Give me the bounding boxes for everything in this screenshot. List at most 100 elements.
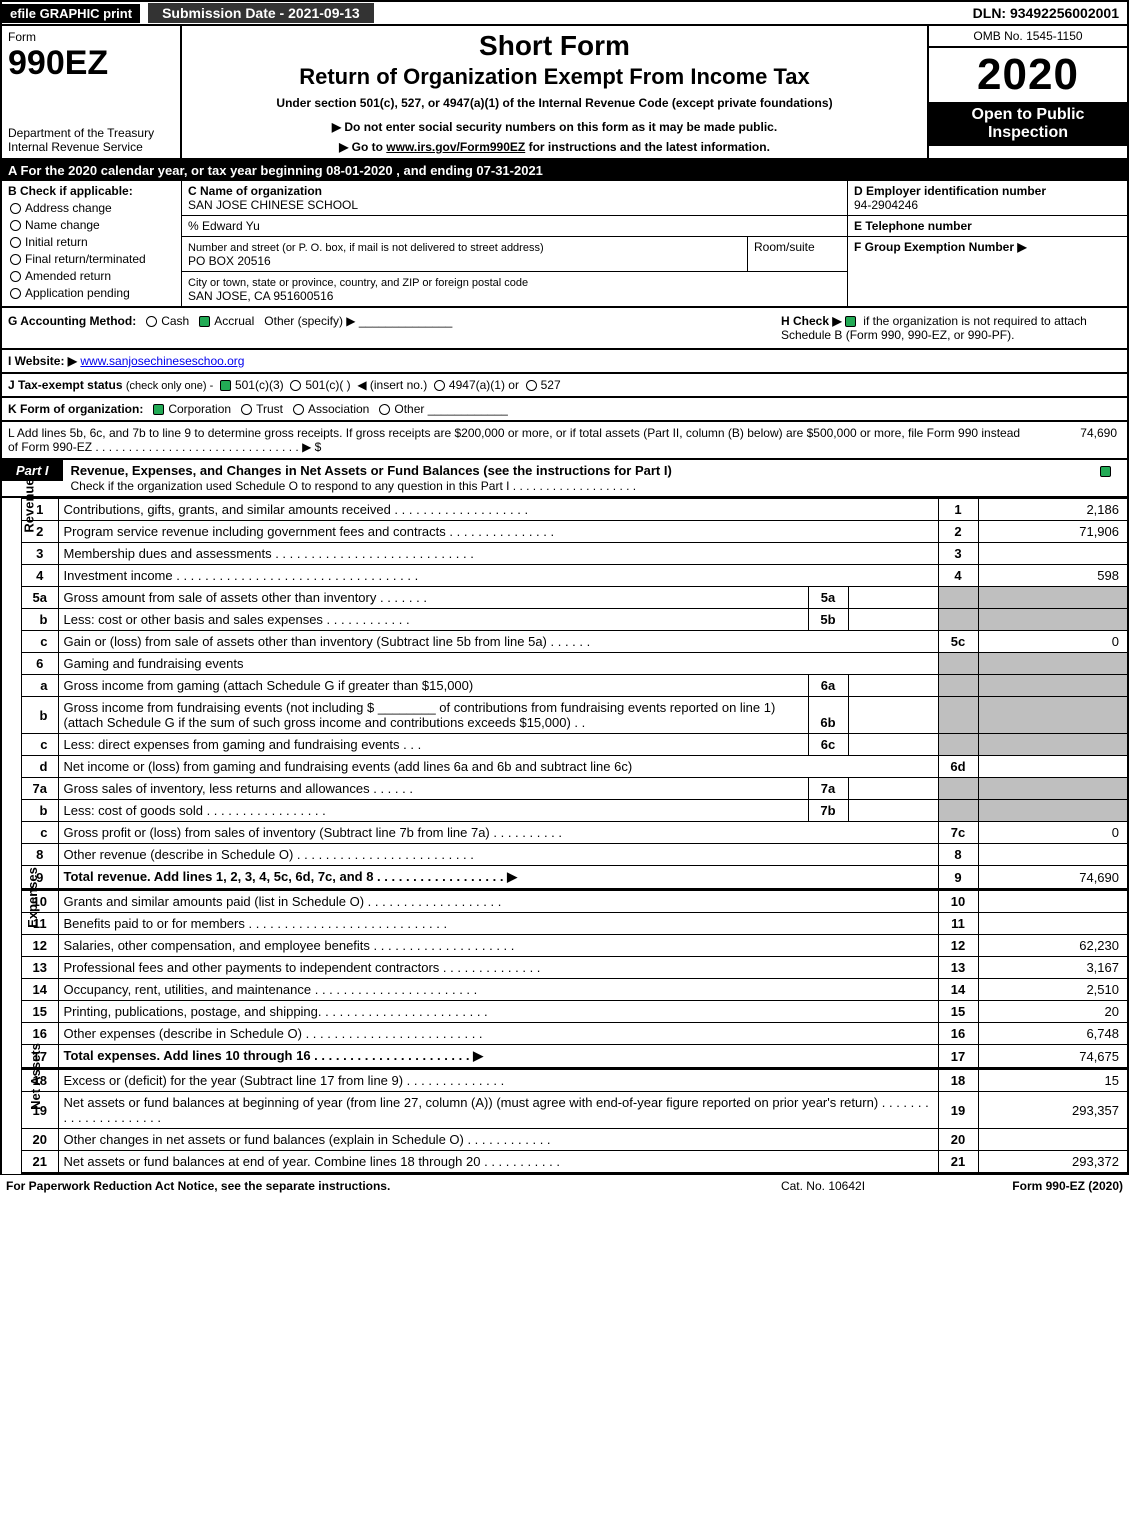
line-ref-grey — [938, 653, 978, 675]
line-desc: Investment income . . . . . . . . . . . … — [58, 565, 938, 587]
footer-left: For Paperwork Reduction Act Notice, see … — [6, 1179, 723, 1193]
checkbox-checked-icon[interactable] — [153, 404, 164, 415]
group-exemption-row: F Group Exemption Number ▶ — [848, 237, 1127, 257]
section-gh: G Accounting Method: Cash Accrual Other … — [0, 308, 1129, 350]
line-ref: 17 — [938, 1045, 978, 1069]
mini-val — [848, 609, 938, 631]
radio-icon[interactable] — [146, 316, 157, 327]
line-ref: 4 — [938, 565, 978, 587]
line-amount-grey — [978, 800, 1128, 822]
line-8: 8Other revenue (describe in Schedule O) … — [22, 844, 1128, 866]
line-amount — [978, 891, 1128, 913]
footer-right: Form 990-EZ (2020) — [923, 1179, 1123, 1193]
radio-icon[interactable] — [10, 220, 21, 231]
checkbox-checked-icon[interactable] — [1100, 466, 1111, 477]
website-link[interactable]: www.sanjosechineseschoo.org — [80, 354, 244, 368]
mini-val — [848, 734, 938, 756]
j-label: J Tax-exempt status — [8, 378, 123, 392]
line-4: 4Investment income . . . . . . . . . . .… — [22, 565, 1128, 587]
radio-icon[interactable] — [10, 271, 21, 282]
l-text: L Add lines 5b, 6c, and 7b to line 9 to … — [8, 426, 1021, 454]
radio-icon[interactable] — [10, 203, 21, 214]
netassets-table: 18Excess or (deficit) for the year (Subt… — [22, 1069, 1129, 1174]
line-11: 11Benefits paid to or for members . . . … — [22, 913, 1128, 935]
line-ref: 6d — [938, 756, 978, 778]
col-b-checkboxes: B Check if applicable: Address change Na… — [2, 181, 182, 306]
k-label: K Form of organization: — [8, 402, 143, 416]
telephone-label: E Telephone number — [854, 219, 972, 233]
city-value: SAN JOSE, CA 951600516 — [188, 289, 333, 303]
j-527: 527 — [541, 378, 561, 392]
part-1-title: Revenue, Expenses, and Changes in Net As… — [63, 460, 1087, 496]
line-6c: cLess: direct expenses from gaming and f… — [22, 734, 1128, 756]
line-amount — [978, 844, 1128, 866]
line-amount: 293,357 — [978, 1092, 1128, 1129]
opt-label: Final return/terminated — [25, 252, 146, 266]
line-ref: 13 — [938, 957, 978, 979]
line-desc: Other revenue (describe in Schedule O) .… — [58, 844, 938, 866]
line-num: 5a — [22, 587, 58, 609]
line-9: 9Total revenue. Add lines 1, 2, 3, 4, 5c… — [22, 866, 1128, 890]
gross-receipts-row: L Add lines 5b, 6c, and 7b to line 9 to … — [0, 422, 1129, 460]
line-desc: Net assets or fund balances at end of ye… — [58, 1151, 938, 1174]
opt-address-change: Address change — [10, 201, 175, 215]
line-17: 17Total expenses. Add lines 10 through 1… — [22, 1045, 1128, 1069]
note2-post: for instructions and the latest informat… — [525, 140, 770, 154]
line-desc: Professional fees and other payments to … — [58, 957, 938, 979]
line-amount: 74,690 — [978, 866, 1128, 890]
radio-icon[interactable] — [526, 380, 537, 391]
radio-icon[interactable] — [434, 380, 445, 391]
col-c-org-info: C Name of organization SAN JOSE CHINESE … — [182, 181, 847, 306]
checkbox-checked-icon[interactable] — [220, 380, 231, 391]
line-ref: 20 — [938, 1129, 978, 1151]
j-4947: 4947(a)(1) or — [449, 378, 519, 392]
radio-icon[interactable] — [379, 404, 390, 415]
line-ref: 19 — [938, 1092, 978, 1129]
checkbox-checked-icon[interactable] — [199, 316, 210, 327]
instructions-link-row: ▶ Go to www.irs.gov/Form990EZ for instru… — [190, 140, 919, 154]
street-row: Number and street (or P. O. box, if mail… — [182, 237, 847, 272]
line-5a: 5aGross amount from sale of assets other… — [22, 587, 1128, 609]
line-6d: dNet income or (loss) from gaming and fu… — [22, 756, 1128, 778]
title-short-form: Short Form — [190, 30, 919, 62]
tax-year: 2020 — [929, 48, 1127, 102]
line-2: 2Program service revenue including gover… — [22, 521, 1128, 543]
footer-center: Cat. No. 10642I — [723, 1179, 923, 1193]
line-ref-grey — [938, 800, 978, 822]
mini-ref: 6a — [808, 675, 848, 697]
radio-icon[interactable] — [10, 288, 21, 299]
expenses-table: 10Grants and similar amounts paid (list … — [22, 890, 1129, 1069]
radio-icon[interactable] — [293, 404, 304, 415]
group-exemption-label: F Group Exemption Number ▶ — [854, 240, 1027, 254]
line-desc: Grants and similar amounts paid (list in… — [58, 891, 938, 913]
expenses-label-text: Expenses — [25, 867, 40, 928]
line-num: 12 — [22, 935, 58, 957]
checkbox-checked-icon[interactable] — [845, 316, 856, 327]
line-desc: Benefits paid to or for members . . . . … — [58, 913, 938, 935]
line-desc: Gross amount from sale of assets other t… — [58, 587, 808, 609]
line-7b: bLess: cost of goods sold . . . . . . . … — [22, 800, 1128, 822]
form-of-org-row: K Form of organization: Corporation Trus… — [0, 398, 1129, 422]
line-num: 7a — [22, 778, 58, 800]
radio-icon[interactable] — [241, 404, 252, 415]
line-6a: aGross income from gaming (attach Schedu… — [22, 675, 1128, 697]
line-num: c — [22, 631, 58, 653]
form-title-box: Short Form Return of Organization Exempt… — [182, 26, 927, 158]
form-number: 990EZ — [8, 44, 174, 83]
irs-link[interactable]: www.irs.gov/Form990EZ — [386, 140, 525, 154]
line-7c: cGross profit or (loss) from sales of in… — [22, 822, 1128, 844]
part-1-header: Part I Revenue, Expenses, and Changes in… — [0, 460, 1129, 498]
netassets-label-text: Net Assets — [28, 1043, 43, 1110]
line-desc: Net assets or fund balances at beginning… — [58, 1092, 938, 1129]
line-amount: 15 — [978, 1070, 1128, 1092]
line-5b: bLess: cost or other basis and sales exp… — [22, 609, 1128, 631]
line-desc: Other changes in net assets or fund bala… — [58, 1129, 938, 1151]
line-num: c — [22, 822, 58, 844]
line-desc: Gross profit or (loss) from sales of inv… — [58, 822, 938, 844]
top-bar: efile GRAPHIC print Submission Date - 20… — [0, 0, 1129, 26]
department: Department of the Treasury Internal Reve… — [8, 126, 174, 154]
radio-icon[interactable] — [10, 237, 21, 248]
radio-icon[interactable] — [10, 254, 21, 265]
line-ref: 18 — [938, 1070, 978, 1092]
radio-icon[interactable] — [290, 380, 301, 391]
